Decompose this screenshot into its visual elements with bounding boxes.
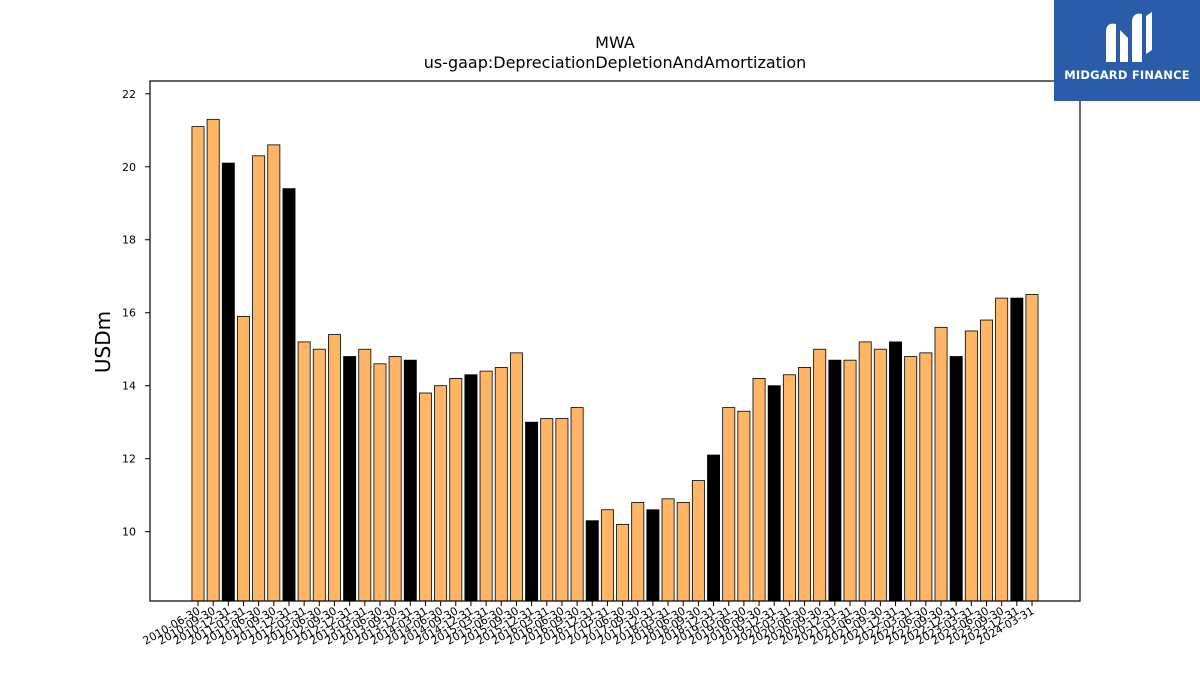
bar-2020-09-30 bbox=[813, 348, 827, 602]
chart-title: MWA bbox=[595, 33, 635, 52]
bar-2020-12-31 bbox=[828, 359, 842, 602]
bar-2014-12-31 bbox=[464, 374, 478, 602]
bar-2016-03-31 bbox=[540, 418, 554, 602]
x-axis: 2010-06-302010-09-302010-12-312011-03-31… bbox=[141, 601, 1037, 648]
y-tick-label: 20 bbox=[122, 161, 136, 174]
y-axis-label: USDm bbox=[91, 311, 115, 373]
bars-group bbox=[191, 118, 1039, 602]
bar-2017-09-30 bbox=[631, 502, 645, 602]
bar-2014-03-31 bbox=[418, 392, 432, 602]
bar-2022-12-31 bbox=[949, 356, 963, 602]
bar-2014-09-30 bbox=[449, 377, 463, 602]
bar-2011-03-31 bbox=[237, 315, 250, 602]
logo-text: MIDGARD FINANCE bbox=[1064, 68, 1190, 82]
midgard-logo-icon bbox=[1106, 12, 1152, 63]
bar-2018-03-31 bbox=[661, 498, 675, 602]
y-tick-label: 14 bbox=[122, 380, 136, 393]
bar-2013-12-31 bbox=[403, 359, 417, 602]
bar-2019-03-31 bbox=[722, 407, 736, 602]
bar-2017-12-31 bbox=[646, 509, 660, 602]
bar-2019-09-30 bbox=[752, 377, 766, 602]
y-tick-label: 22 bbox=[122, 88, 136, 101]
y-axis: 10 12 14 16 18 20 22 bbox=[122, 88, 150, 539]
bar-2023-06-30 bbox=[980, 319, 993, 602]
bar-2012-09-30 bbox=[328, 334, 341, 602]
bar-2015-09-30 bbox=[509, 352, 523, 602]
bar-2013-06-30 bbox=[373, 363, 387, 602]
bar-2021-12-31 bbox=[889, 341, 902, 602]
bar-2022-09-30 bbox=[934, 326, 948, 602]
plot-frame bbox=[149, 80, 1081, 602]
bar-2013-03-31 bbox=[358, 348, 372, 602]
bar-2019-12-31 bbox=[767, 385, 781, 602]
bar-2020-03-31 bbox=[782, 374, 796, 602]
bar-2016-06-30 bbox=[555, 418, 569, 602]
y-tick-label: 18 bbox=[122, 234, 136, 247]
bar-2010-06-30 bbox=[191, 126, 205, 602]
bar-2022-06-30 bbox=[919, 352, 933, 602]
bar-2012-06-30 bbox=[312, 348, 326, 602]
bar-2016-12-31 bbox=[585, 520, 599, 602]
y-tick-label: 12 bbox=[122, 453, 136, 466]
bar-2023-12-31 bbox=[1010, 297, 1024, 602]
bar-2018-12-31 bbox=[707, 454, 721, 602]
bar-2012-12-31 bbox=[343, 356, 357, 602]
bar-2010-12-31 bbox=[221, 162, 235, 602]
midgard-finance-logo: MIDGARD FINANCE bbox=[1054, 0, 1200, 101]
chart-subtitle: us-gaap:DepreciationDepletionAndAmortiza… bbox=[424, 53, 807, 72]
bar-2012-03-31 bbox=[297, 341, 311, 602]
bar-2013-09-30 bbox=[388, 356, 402, 602]
bar-2023-03-31 bbox=[964, 330, 978, 602]
bar-2011-12-31 bbox=[282, 188, 296, 602]
bar-2018-09-30 bbox=[691, 480, 705, 602]
bar-2015-06-30 bbox=[494, 367, 508, 602]
bar-2010-09-30 bbox=[206, 118, 220, 602]
bar-2014-06-30 bbox=[434, 385, 448, 602]
bar-2021-03-31 bbox=[843, 359, 857, 602]
bar-2011-09-30 bbox=[267, 144, 281, 602]
y-tick-label: 10 bbox=[122, 526, 136, 539]
bar-2017-06-30 bbox=[616, 523, 630, 602]
bar-2016-09-30 bbox=[570, 407, 584, 602]
bar-2023-09-30 bbox=[995, 297, 1009, 602]
bar-2019-06-30 bbox=[737, 410, 751, 602]
bar-2017-03-31 bbox=[600, 509, 614, 602]
y-tick-label: 16 bbox=[122, 307, 136, 320]
bar-2021-06-30 bbox=[858, 341, 872, 602]
bar-2015-03-31 bbox=[479, 370, 493, 602]
bar-2021-09-30 bbox=[873, 348, 887, 602]
bar-2024-03-31 bbox=[1025, 294, 1039, 602]
bar-2020-06-30 bbox=[798, 367, 812, 602]
bar-2015-12-31 bbox=[525, 421, 539, 602]
bar-2018-06-30 bbox=[676, 502, 690, 602]
bar-2011-06-30 bbox=[252, 155, 266, 602]
bar-2022-03-31 bbox=[904, 356, 918, 602]
